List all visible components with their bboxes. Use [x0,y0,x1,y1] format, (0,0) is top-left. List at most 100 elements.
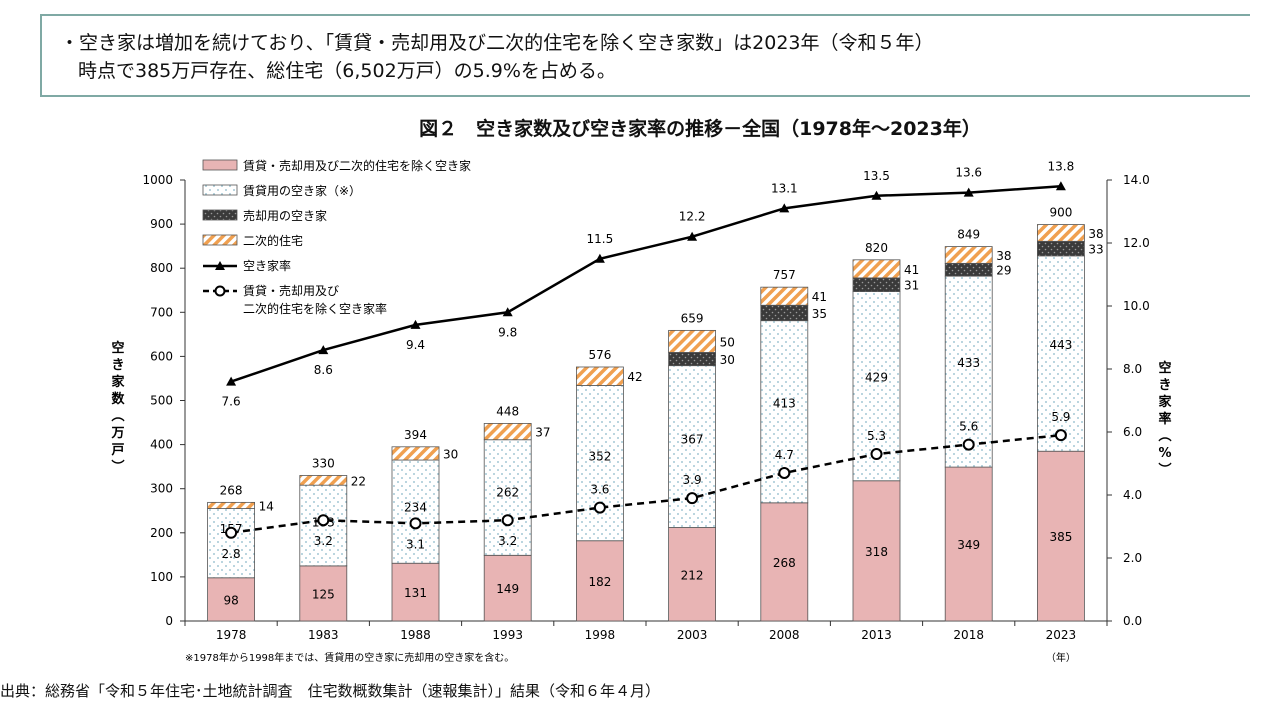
rate-excl-marker [962,438,975,451]
y2-tick-label: 0.0 [1123,614,1142,628]
bar-segment [207,501,256,509]
y2-tick-label: 4.0 [1123,488,1142,502]
bar-value-label: 50 [720,335,735,349]
y2-axis-title: 空き家率︵% ︶ [1157,360,1172,478]
bar-value-label: 29 [996,264,1011,278]
x-tick-label: 2008 [769,628,800,642]
bar-segment [668,352,716,367]
bar-total-label: 757 [773,268,796,282]
bar-segment [483,554,532,622]
legend-label: 二次的住宅を除く空き家率 [243,301,387,316]
rate-label: 11.5 [587,232,614,246]
bar-total-label: 448 [496,404,519,418]
rate-label: 13.1 [771,181,798,195]
y2-tick-label: 12.0 [1123,236,1150,250]
bar-value-label: 413 [773,397,796,411]
y-tick-label: 400 [150,438,173,452]
legend-swatch [202,184,238,196]
rate-line [230,185,1061,383]
rate-label: 12.2 [679,210,706,224]
rate-excl-label: 3.2 [314,534,333,548]
x-tick-label: 2018 [953,628,984,642]
summary-note-box: ・空き家は増加を続けており、「賃貸・売却用及び二次的住宅を除く空き家数」は202… [40,14,1250,97]
bar-value-label: 443 [1049,338,1072,352]
rate-marker [1055,181,1066,191]
bar-value-label: 352 [588,449,611,463]
x-tick-label: 1993 [492,628,523,642]
rate-marker [502,307,513,317]
y-tick-label: 900 [150,217,173,231]
rate-excl-label: 3.2 [498,534,517,548]
bar-segment [1037,224,1085,242]
bar-segment [852,277,901,292]
bar-segment [852,259,901,279]
y-tick-label: 500 [150,394,173,408]
x-unit-label: （年） [1046,651,1076,664]
bar-value-label: 318 [865,545,888,559]
rate-marker [410,319,421,329]
bar-total-label: 268 [220,483,243,497]
y2-tick-label: 8.0 [1123,362,1142,376]
rate-marker [687,231,698,241]
legend-rate-excl-marker [214,285,226,297]
y-tick-label: 800 [150,261,173,275]
y2-tick-label: 6.0 [1123,425,1142,439]
bar-segment [760,286,809,306]
legend-label: 賃貸・売却用及び [243,283,339,298]
legend-swatch [202,159,238,171]
x-tick-label: 1983 [308,628,339,642]
rate-excl-marker [317,514,330,527]
bar-segment [944,275,993,468]
rate-marker [318,345,329,355]
bar-value-label: 37 [535,426,550,440]
vacant-house-chart: 0 100 200 300 400 500 600 700 800 900 1000 0.0 2.0 4.… [110,158,1172,664]
bar-value-label: 38 [1088,227,1103,241]
x-tick-label: 1988 [400,628,431,642]
rate-excl-label: 5.6 [959,420,978,434]
rate-excl-marker [778,466,791,479]
y-tick-label: 0 [165,614,173,628]
bar-value-label: 131 [404,586,427,600]
bar-total-label: 576 [588,348,611,362]
bar-value-label: 42 [627,370,642,384]
bar-segment [576,366,624,386]
legend-label: 賃貸・売却用及び二次的住宅を除く空き家 [243,158,471,173]
bar-segment [944,262,993,277]
rate-label: 13.5 [863,169,890,183]
bar-value-label: 212 [681,568,704,582]
bar-value-label: 33 [1088,243,1103,257]
bar-total-label: 820 [865,241,888,255]
rate-excl-marker [225,526,238,539]
bar-value-label: 429 [865,371,888,385]
bar-value-label: 262 [496,486,519,500]
rate-excl-marker [1054,429,1067,442]
summary-note-line-1: ・空き家は増加を続けており、「賃貸・売却用及び二次的住宅を除く空き家数」は202… [60,32,934,54]
y-tick-label: 300 [150,482,173,496]
rate-label: 7.6 [222,395,241,409]
rate-excl-marker [501,514,514,527]
bar-value-label: 149 [496,582,519,596]
bar-total-label: 394 [404,428,427,442]
bar-segment [1037,450,1085,622]
bar-segment [483,423,532,441]
x-tick-label: 2013 [861,628,892,642]
bar-segment [1037,255,1085,452]
x-tick-label: 1978 [216,628,247,642]
legend-label: 売却用の空き家 [243,208,327,223]
x-tick-label: 2023 [1046,628,1077,642]
legend-label: 賃貸用の空き家（※） [243,183,361,198]
bar-value-label: 30 [720,353,735,367]
bar-value-label: 41 [812,290,827,304]
bar-value-label: 268 [773,556,796,570]
bar-value-label: 234 [404,500,427,514]
rate-excl-label: 2.8 [222,547,241,561]
bar-value-label: 38 [996,249,1011,263]
bar-value-label: 22 [351,474,366,488]
rate-excl-marker [686,492,699,505]
rate-excl-line [230,433,1062,535]
bar-segment [852,480,901,622]
bar-segment [1037,240,1085,257]
footnote: ※1978年から1998年までは、賃貸用の空き家に売却用の空き家を含む。 [185,651,514,664]
source-citation: 出典：総務省「令和５年住宅･土地統計調査 住宅数概数集計（速報集計）」結果（令和… [0,682,661,700]
y-tick-label: 700 [150,305,173,319]
